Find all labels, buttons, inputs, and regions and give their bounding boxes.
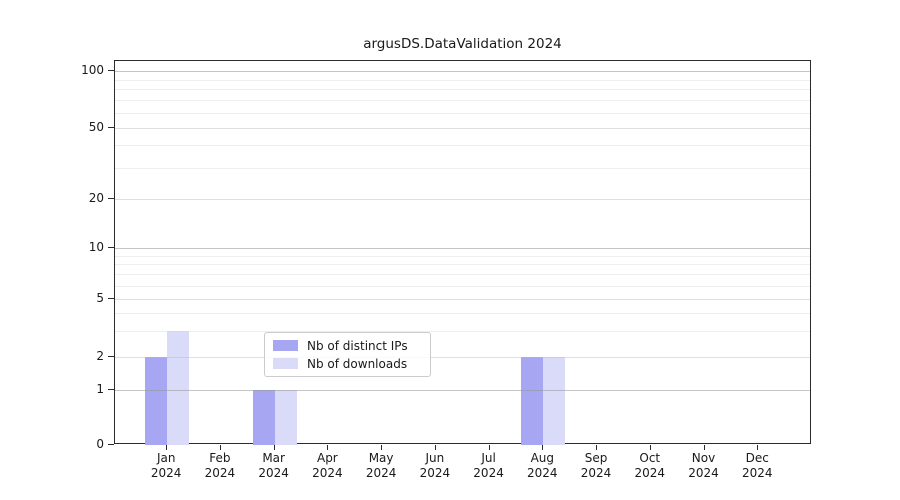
x-tick-label: Jun 2024 bbox=[403, 451, 467, 481]
bar-downloads bbox=[543, 357, 566, 445]
y-tick-label: 10 bbox=[88, 240, 104, 254]
y-tick-label: 5 bbox=[96, 291, 104, 305]
x-tick-year: 2024 bbox=[258, 466, 289, 480]
x-tick-mark bbox=[166, 445, 168, 450]
x-tick-mark bbox=[434, 445, 436, 450]
x-tick-month: Aug bbox=[530, 451, 555, 465]
y-tick-label: 20 bbox=[88, 191, 104, 205]
legend-item-downloads: Nb of downloads bbox=[273, 356, 422, 371]
legend-swatch-downloads bbox=[273, 358, 298, 369]
chart-title: argusDS.DataValidation 2024 bbox=[363, 36, 562, 52]
x-tick-month: Dec bbox=[745, 451, 769, 465]
bar-downloads bbox=[274, 390, 297, 445]
y-tick-label: 100 bbox=[81, 63, 104, 77]
x-tick-label: May 2024 bbox=[349, 451, 413, 481]
x-tick-label: Jul 2024 bbox=[457, 451, 521, 481]
y-tick-mark bbox=[108, 127, 114, 128]
x-tick-mark bbox=[488, 445, 490, 450]
x-tick-year: 2024 bbox=[688, 466, 719, 480]
y-tick-mark bbox=[108, 198, 114, 199]
x-tick-label: Dec 2024 bbox=[725, 451, 789, 481]
y-tick-label: 50 bbox=[88, 120, 104, 134]
x-tick-label: Feb 2024 bbox=[188, 451, 252, 481]
x-tick-mark bbox=[596, 445, 598, 450]
x-tick-mark bbox=[542, 445, 544, 450]
x-tick-label: Mar 2024 bbox=[242, 451, 306, 481]
legend-item-distinct-ips: Nb of distinct IPs bbox=[273, 338, 422, 353]
x-tick-label: Oct 2024 bbox=[618, 451, 682, 481]
legend-swatch-distinct-ips bbox=[273, 340, 298, 351]
x-tick-year: 2024 bbox=[204, 466, 236, 480]
x-tick-month: Nov bbox=[691, 451, 716, 465]
bar-downloads bbox=[167, 331, 190, 445]
x-tick-month: Feb bbox=[209, 451, 231, 465]
y-tick-mark bbox=[108, 247, 114, 248]
x-tick-label: Nov 2024 bbox=[672, 451, 736, 481]
x-tick-mark bbox=[703, 445, 705, 450]
x-tick-month: Apr bbox=[316, 451, 338, 465]
x-tick-month: Oct bbox=[639, 451, 661, 465]
bar-distinct-ips bbox=[521, 357, 544, 445]
x-tick-month: Jul bbox=[481, 451, 496, 465]
x-tick-mark bbox=[327, 445, 329, 450]
y-tick-mark bbox=[108, 444, 114, 445]
x-tick-year: 2024 bbox=[312, 466, 343, 480]
x-tick-year: 2024 bbox=[741, 466, 773, 480]
x-tick-month: Sep bbox=[584, 451, 608, 465]
legend-label-downloads: Nb of downloads bbox=[307, 356, 408, 371]
x-tick-month: Mar bbox=[262, 451, 285, 465]
y-tick-label: 2 bbox=[96, 349, 104, 363]
x-tick-mark bbox=[649, 445, 651, 450]
x-tick-mark bbox=[757, 445, 759, 450]
x-tick-label: Jan 2024 bbox=[134, 451, 198, 481]
legend: Nb of distinct IPs Nb of downloads bbox=[264, 332, 431, 377]
x-tick-year: 2024 bbox=[150, 466, 182, 480]
x-tick-year: 2024 bbox=[527, 466, 558, 480]
bar-distinct-ips bbox=[252, 390, 275, 445]
bars-layer bbox=[115, 61, 810, 445]
x-tick-year: 2024 bbox=[419, 466, 451, 480]
x-tick-year: 2024 bbox=[580, 466, 612, 480]
x-tick-mark bbox=[219, 445, 221, 450]
x-tick-mark bbox=[273, 445, 275, 450]
x-tick-year: 2024 bbox=[634, 466, 666, 480]
x-tick-label: Aug 2024 bbox=[510, 451, 574, 481]
y-tick-mark bbox=[108, 70, 114, 71]
legend-label-distinct-ips: Nb of distinct IPs bbox=[307, 338, 408, 353]
bar-distinct-ips bbox=[145, 357, 168, 445]
y-tick-mark bbox=[108, 389, 114, 390]
x-tick-label: Apr 2024 bbox=[295, 451, 359, 481]
x-tick-year: 2024 bbox=[473, 466, 504, 480]
x-tick-month: Jan bbox=[156, 451, 176, 465]
y-tick-mark bbox=[108, 298, 114, 299]
plot-area bbox=[114, 60, 811, 445]
x-tick-label: Sep 2024 bbox=[564, 451, 628, 481]
y-tick-mark bbox=[108, 356, 114, 357]
x-tick-mark bbox=[381, 445, 383, 450]
y-tick-label: 0 bbox=[96, 437, 104, 451]
y-tick-label: 1 bbox=[96, 382, 104, 396]
x-tick-year: 2024 bbox=[365, 466, 397, 480]
x-tick-month: May bbox=[368, 451, 394, 465]
x-tick-month: Jun bbox=[425, 451, 445, 465]
